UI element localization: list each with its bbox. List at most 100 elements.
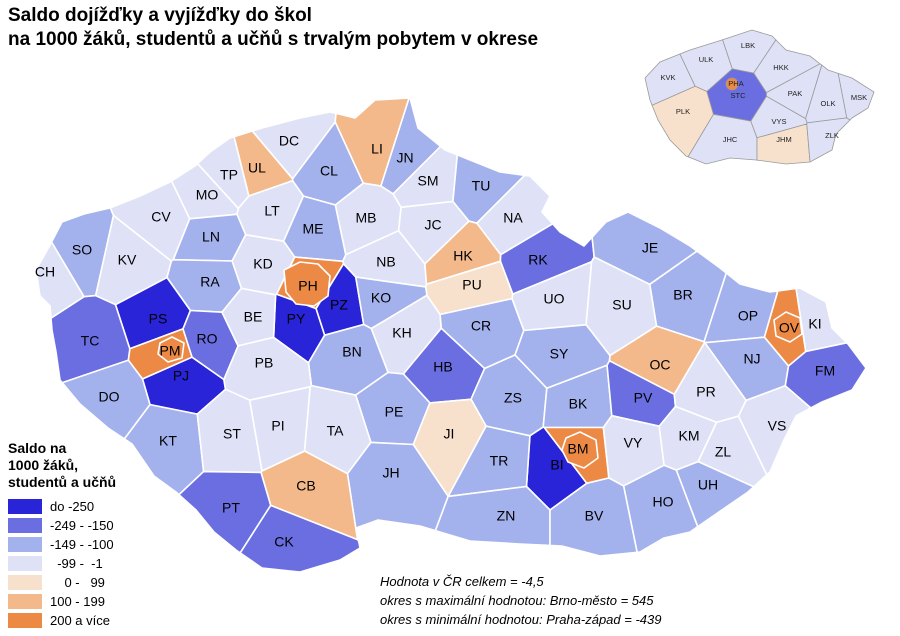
region-label-vys: VYS xyxy=(771,117,786,126)
district-label-jc: JC xyxy=(424,217,441,233)
legend-swatch xyxy=(8,556,42,571)
district-label-rk: RK xyxy=(528,252,548,268)
district-pm-shape xyxy=(157,336,185,363)
district-label-zs: ZS xyxy=(504,390,522,406)
district-label-kh: KH xyxy=(392,325,411,341)
district-label-pz: PZ xyxy=(330,297,348,313)
district-label-so: SO xyxy=(72,242,92,258)
map-notes: Hodnota v ČR celkem = -4,5 okres s maxim… xyxy=(380,572,661,629)
district-label-zl: ZL xyxy=(715,444,732,460)
legend-item: -149 - -100 xyxy=(8,536,168,553)
district-label-bm: BM xyxy=(568,441,589,457)
district-label-ji: JI xyxy=(444,426,455,442)
district-label-pi: PI xyxy=(271,418,284,434)
district-label-uo: UO xyxy=(544,291,565,307)
district-label-ck: CK xyxy=(274,534,294,550)
legend-swatch xyxy=(8,613,42,628)
district-pt xyxy=(178,470,272,554)
district-label-ps: PS xyxy=(149,311,168,327)
legend-title: Saldo na 1000 žáků, studentů a učňů xyxy=(8,440,168,491)
legend-swatch xyxy=(8,518,42,533)
district-ph-shape xyxy=(283,261,331,307)
district-label-do: DO xyxy=(99,389,120,405)
district-label-pj: PJ xyxy=(173,368,189,384)
district-label-kd: KD xyxy=(253,256,272,272)
legend-label: -149 - -100 xyxy=(50,537,114,552)
district-zn xyxy=(434,485,551,547)
district-label-lt: LT xyxy=(264,203,280,219)
district-label-tp: TP xyxy=(220,167,238,183)
district-label-pe: PE xyxy=(385,404,404,420)
region-label-olk: OLK xyxy=(820,99,835,108)
district-label-bi: BI xyxy=(550,457,563,473)
legend-title-line3: studentů a učňů xyxy=(8,474,117,490)
region-label-lbk: LBK xyxy=(741,41,755,50)
district-label-su: SU xyxy=(612,297,631,313)
district-label-fm: FM xyxy=(815,363,835,379)
region-label-pak: PAK xyxy=(788,89,802,98)
region-label-zlk: ZLK xyxy=(825,131,839,140)
district-label-cr: CR xyxy=(471,318,491,334)
legend-item: do -250 xyxy=(8,498,168,515)
district-label-oc: OC xyxy=(650,357,671,373)
district-label-sm: SM xyxy=(418,173,439,189)
district-label-sy: SY xyxy=(550,346,569,362)
district-label-be: BE xyxy=(244,309,263,325)
district-label-ro: RO xyxy=(197,331,218,347)
legend: Saldo na 1000 žáků, studentů a učňů do -… xyxy=(8,440,168,631)
district-label-jn: JN xyxy=(396,150,413,166)
legend-item: 100 - 199 xyxy=(8,593,168,610)
district-label-br: BR xyxy=(673,287,692,303)
district-label-st: ST xyxy=(223,426,241,442)
district-label-vs: VS xyxy=(768,418,787,434)
district-label-na: NA xyxy=(503,210,523,226)
district-label-mb: MB xyxy=(356,210,377,226)
district-ck xyxy=(239,504,361,573)
district-label-ra: RA xyxy=(200,274,220,290)
district-label-ch: CH xyxy=(35,264,55,280)
region-label-jhc: JHC xyxy=(723,135,738,144)
district-label-je: JE xyxy=(642,240,658,256)
region-label-jhm: JHM xyxy=(776,135,791,144)
district-label-ul: UL xyxy=(248,160,266,176)
district-label-ph: PH xyxy=(298,278,317,294)
legend-swatch xyxy=(8,594,42,609)
region-label-ulk: ULK xyxy=(699,55,714,64)
district-bv xyxy=(549,477,638,557)
region-label-pha: PHA xyxy=(728,79,743,88)
district-label-nj: NJ xyxy=(743,351,760,367)
legend-label: -99 - -1 xyxy=(50,556,103,571)
district-label-ki: KI xyxy=(808,316,821,332)
district-be xyxy=(221,287,277,347)
legend-swatch xyxy=(8,537,42,552)
district-label-kv: KV xyxy=(118,252,137,268)
region-pha xyxy=(725,77,739,91)
district-label-vy: VY xyxy=(624,435,643,451)
note-min: okres s minimální hodnotou: Praha-západ … xyxy=(380,612,662,627)
legend-label: 100 - 199 xyxy=(50,594,105,609)
district-label-bk: BK xyxy=(569,396,588,412)
district-label-op: OP xyxy=(738,308,758,324)
map-title-line2: na 1000 žáků, studentů a učňů s trvalým … xyxy=(8,29,539,50)
district-label-bv: BV xyxy=(585,508,604,524)
legend-label: -249 - -150 xyxy=(50,518,114,533)
district-label-ln: LN xyxy=(202,229,220,245)
district-label-cv: CV xyxy=(151,209,171,225)
note-max: okres s maximální hodnotou: Brno-město =… xyxy=(380,593,654,608)
district-ov-shape xyxy=(773,311,803,343)
district-label-tr: TR xyxy=(490,453,509,469)
district-label-pv: PV xyxy=(634,390,653,406)
district-label-kt: KT xyxy=(159,433,177,449)
district-label-zn: ZN xyxy=(497,508,516,524)
district-label-jh: JH xyxy=(382,465,399,481)
district-label-ta: TA xyxy=(327,423,345,439)
district-label-km: KM xyxy=(679,428,700,444)
note-total: Hodnota v ČR celkem = -4,5 xyxy=(380,574,544,589)
district-label-cl: CL xyxy=(320,163,338,179)
legend-title-line2: 1000 žáků, xyxy=(8,457,79,473)
district-do xyxy=(61,359,151,440)
district-label-dc: DC xyxy=(279,133,299,149)
region-label-plk: PLK xyxy=(676,107,690,116)
region-label-hkk: HKK xyxy=(773,63,788,72)
